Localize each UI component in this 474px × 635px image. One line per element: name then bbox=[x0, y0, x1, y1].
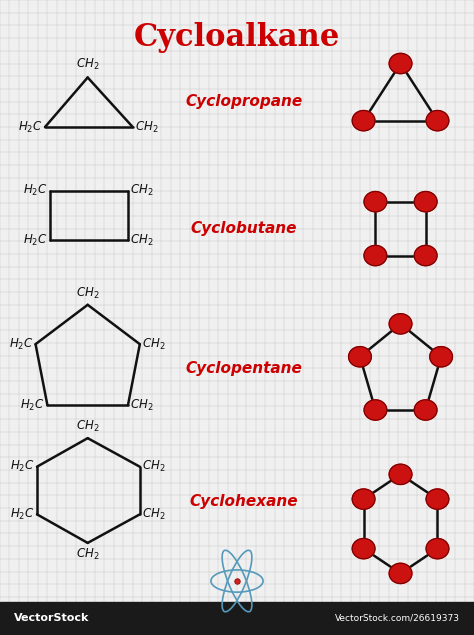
Ellipse shape bbox=[426, 538, 449, 559]
Text: $CH_2$: $CH_2$ bbox=[130, 232, 154, 248]
Ellipse shape bbox=[389, 53, 412, 74]
Text: $H_2C$: $H_2C$ bbox=[10, 507, 35, 522]
Ellipse shape bbox=[414, 192, 437, 212]
Ellipse shape bbox=[364, 245, 387, 265]
Ellipse shape bbox=[364, 400, 387, 420]
Text: VectorStock.com/26619373: VectorStock.com/26619373 bbox=[335, 614, 460, 623]
Text: $CH_2$: $CH_2$ bbox=[76, 547, 100, 562]
Text: Cycloalkane: Cycloalkane bbox=[134, 22, 340, 53]
Ellipse shape bbox=[352, 538, 375, 559]
Text: $CH_2$: $CH_2$ bbox=[135, 119, 159, 135]
Text: $H_2C$: $H_2C$ bbox=[23, 183, 47, 198]
Text: Cyclobutane: Cyclobutane bbox=[191, 221, 297, 236]
Text: $CH_2$: $CH_2$ bbox=[130, 398, 154, 413]
Text: $H_2C$: $H_2C$ bbox=[20, 398, 45, 413]
Text: $CH_2$: $CH_2$ bbox=[130, 183, 154, 198]
Ellipse shape bbox=[430, 347, 453, 367]
Text: Cyclopropane: Cyclopropane bbox=[185, 94, 303, 109]
Ellipse shape bbox=[414, 245, 437, 265]
Text: $H_2C$: $H_2C$ bbox=[9, 337, 33, 352]
Bar bbox=[0, 602, 474, 635]
Text: $H_2C$: $H_2C$ bbox=[10, 459, 35, 474]
Ellipse shape bbox=[352, 489, 375, 509]
Ellipse shape bbox=[348, 347, 371, 367]
Text: $CH_2$: $CH_2$ bbox=[142, 507, 166, 522]
Text: Cyclopentane: Cyclopentane bbox=[186, 361, 302, 376]
Ellipse shape bbox=[426, 489, 449, 509]
Text: Cyclohexane: Cyclohexane bbox=[190, 494, 299, 509]
Ellipse shape bbox=[414, 400, 437, 420]
Ellipse shape bbox=[352, 110, 375, 131]
Text: $H_2C$: $H_2C$ bbox=[23, 232, 47, 248]
Ellipse shape bbox=[426, 110, 449, 131]
Ellipse shape bbox=[389, 464, 412, 485]
Text: $CH_2$: $CH_2$ bbox=[76, 286, 100, 301]
Ellipse shape bbox=[389, 563, 412, 584]
Text: $CH_2$: $CH_2$ bbox=[76, 57, 100, 72]
Text: $CH_2$: $CH_2$ bbox=[142, 459, 166, 474]
Text: VectorStock: VectorStock bbox=[14, 613, 90, 624]
Ellipse shape bbox=[364, 192, 387, 212]
Text: $CH_2$: $CH_2$ bbox=[142, 337, 166, 352]
Text: $CH_2$: $CH_2$ bbox=[76, 419, 100, 434]
Ellipse shape bbox=[389, 314, 412, 334]
Text: $H_2C$: $H_2C$ bbox=[18, 119, 43, 135]
